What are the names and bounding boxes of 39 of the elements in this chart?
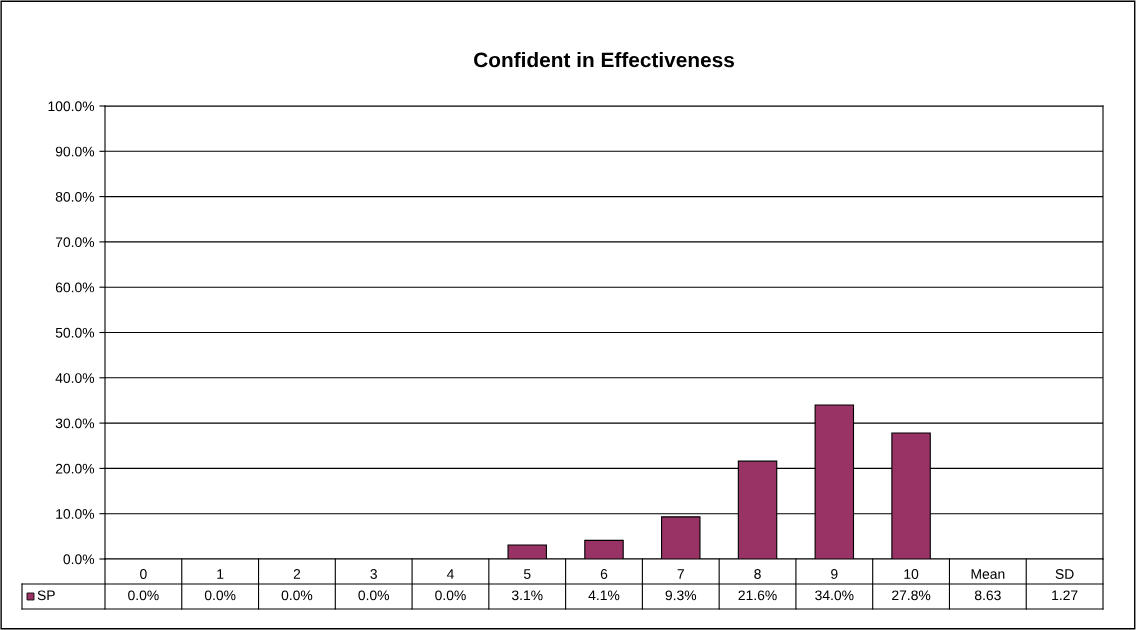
y-tick-label: 70.0% [55, 237, 95, 248]
text: 8.63 [974, 590, 1001, 601]
y-tick-label: 100.0% [48, 101, 95, 112]
data-label: 0.0% [281, 590, 313, 601]
data-label: 0.0% [204, 590, 236, 601]
data-label: 9.3% [665, 590, 697, 601]
data-label: 0.0% [358, 590, 390, 601]
data-label: 27.8% [892, 590, 931, 601]
data-label: 21.6% [738, 590, 777, 601]
y-tick-label: 10.0% [56, 509, 95, 519]
x-tick-label: 10 [904, 569, 919, 579]
data-label: 0.0% [435, 590, 466, 601]
y-tick-label: 30.0% [55, 418, 95, 429]
y-tick-label: 20.0% [55, 463, 95, 474]
x-tick-label: SD [1055, 569, 1074, 579]
x-tick-label: 9 [831, 569, 838, 579]
x-tick-label: 6 [600, 569, 608, 579]
y-tick-label: 40.0% [55, 373, 95, 383]
y-tick-label: 0.0% [63, 554, 95, 565]
x-tick-label: 0 [140, 569, 147, 579]
y-tick-label: 50.0% [55, 327, 95, 338]
data-label: 4.1% [588, 590, 620, 601]
x-tick-label: 8 [754, 569, 761, 579]
chart-title: Confident in Effectiveness [474, 52, 734, 68]
data-label: 34.0% [815, 590, 854, 601]
legend-label: SP [37, 590, 55, 601]
y-tick-label: 60.0% [55, 282, 95, 293]
x-tick-label: 7 [677, 569, 684, 579]
text: 1.27 [1052, 590, 1078, 601]
x-tick-label: 2 [293, 569, 301, 579]
y-tick-label: 90.0% [55, 146, 95, 157]
x-tick-label: Mean [971, 569, 1005, 579]
x-tick-label: 4 [446, 569, 454, 579]
x-tick-label: 5 [523, 569, 531, 579]
y-tick-label: 80.0% [55, 191, 95, 202]
x-tick-label: 1 [217, 569, 224, 579]
x-tick-label: 3 [370, 569, 377, 579]
data-label: 3.1% [511, 590, 543, 601]
data-label: 0.0% [128, 590, 159, 601]
